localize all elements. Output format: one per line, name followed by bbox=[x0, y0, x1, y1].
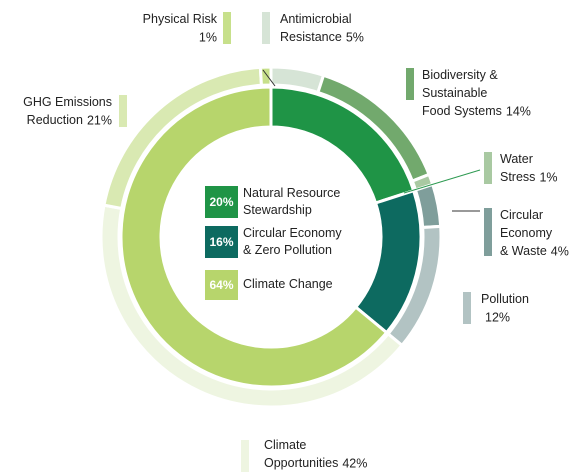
segment-label: Biodiversity & Sustainable Food Systems bbox=[422, 68, 502, 118]
legend-swatch bbox=[205, 186, 238, 218]
segment-label: Circular Economy & Waste bbox=[500, 208, 553, 258]
legend-swatch bbox=[205, 226, 238, 258]
segment-label: Water Stress bbox=[500, 152, 535, 184]
leader-line bbox=[262, 69, 276, 87]
segment-value-label: 21% bbox=[87, 113, 112, 127]
legend-swatch bbox=[241, 440, 249, 472]
legend-swatch bbox=[262, 12, 270, 44]
legend-swatch bbox=[463, 292, 471, 324]
segment-value-label: 12% bbox=[485, 310, 510, 324]
segment-label: Pollution bbox=[481, 292, 529, 306]
legend-swatch bbox=[406, 68, 414, 100]
legend-value: 16% bbox=[209, 235, 233, 249]
segment-value-label: 5% bbox=[346, 30, 364, 44]
segment-value-label: 14% bbox=[506, 104, 531, 118]
segment-label: GHG Emissions Reduction bbox=[23, 95, 112, 127]
legend-value: 20% bbox=[209, 195, 233, 209]
leader-line bbox=[403, 169, 481, 194]
segment-label: Climate Opportunities bbox=[264, 438, 338, 470]
outer-segment bbox=[258, 65, 273, 87]
legend-label: Climate Change bbox=[243, 277, 333, 291]
legend-label: Circular Economy & Zero Pollution bbox=[243, 226, 342, 257]
legend-value: 64% bbox=[209, 278, 233, 292]
legend-swatch bbox=[223, 12, 231, 44]
legend-swatch bbox=[119, 95, 127, 127]
segment-value-label: 1% bbox=[539, 170, 557, 184]
segment-value-label: 4% bbox=[551, 244, 569, 258]
legend-swatch bbox=[205, 270, 238, 300]
segment-value-label: 42% bbox=[342, 456, 367, 470]
segment-value-label: 1% bbox=[199, 30, 217, 44]
legend-label: Natural Resource Stewardship bbox=[243, 186, 340, 217]
segment-label: Antimicrobial Resistance bbox=[280, 12, 352, 44]
legend-swatch bbox=[484, 208, 492, 256]
segment-label: Physical Risk bbox=[143, 12, 218, 26]
legend-swatch bbox=[484, 152, 492, 184]
inner-segment bbox=[119, 85, 389, 389]
